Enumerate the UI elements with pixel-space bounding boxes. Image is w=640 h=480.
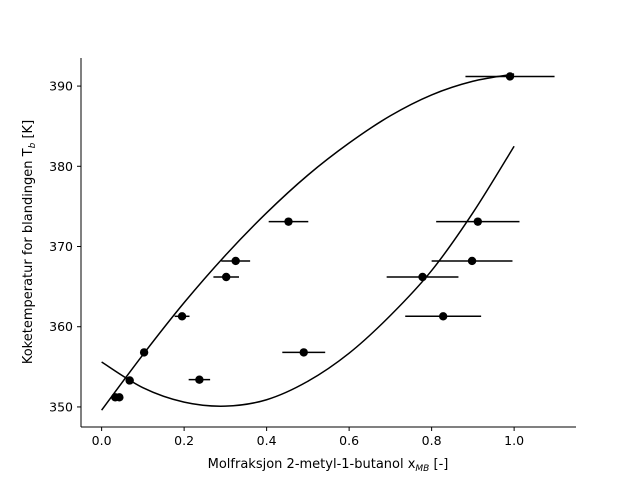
data-point-15 xyxy=(505,72,515,81)
data-point-3 xyxy=(125,376,134,385)
y-tick-label: 380 xyxy=(49,159,73,174)
x-tick-label: 1.0 xyxy=(504,433,524,448)
fit-curve-2 xyxy=(101,145,515,407)
x-tick-label: 0.4 xyxy=(257,433,277,448)
data-point-4 xyxy=(139,348,149,357)
fit-curves xyxy=(101,73,515,411)
data-point-12 xyxy=(438,312,448,321)
data-point-11 xyxy=(418,272,427,282)
x-tick-label: 0.6 xyxy=(339,433,359,448)
data-point-2 xyxy=(115,393,124,402)
data-point-7 xyxy=(222,272,231,282)
fit-curve-1 xyxy=(101,73,515,411)
x-tick-label: 0.8 xyxy=(422,433,442,448)
data-point-10 xyxy=(299,348,308,357)
data-point-8 xyxy=(231,256,240,266)
y-tick-label: 350 xyxy=(49,399,73,414)
data-point-6 xyxy=(195,375,204,384)
data-points xyxy=(111,72,515,402)
x-axis-label: Molfraksjon 2-metyl-1-butanol xMB [-] xyxy=(208,457,449,474)
error-bars xyxy=(174,75,555,381)
data-point-9 xyxy=(284,217,293,226)
y-axis-label: Koketemperatur for blandingen Tb [K] xyxy=(21,120,38,364)
y-tick-label: 390 xyxy=(49,79,73,94)
x-tick-label: 0.0 xyxy=(92,433,112,448)
y-tick-label: 360 xyxy=(49,319,73,334)
axes: 0.0 0.2 0.4 0.6 0.8 1.0 350 360 370 380 390 xyxy=(49,58,576,448)
data-point-14 xyxy=(473,217,483,226)
data-point-5 xyxy=(177,312,187,321)
x-tick-label: 0.2 xyxy=(174,433,194,448)
data-point-13 xyxy=(467,256,477,266)
y-tick-label: 370 xyxy=(49,239,73,254)
